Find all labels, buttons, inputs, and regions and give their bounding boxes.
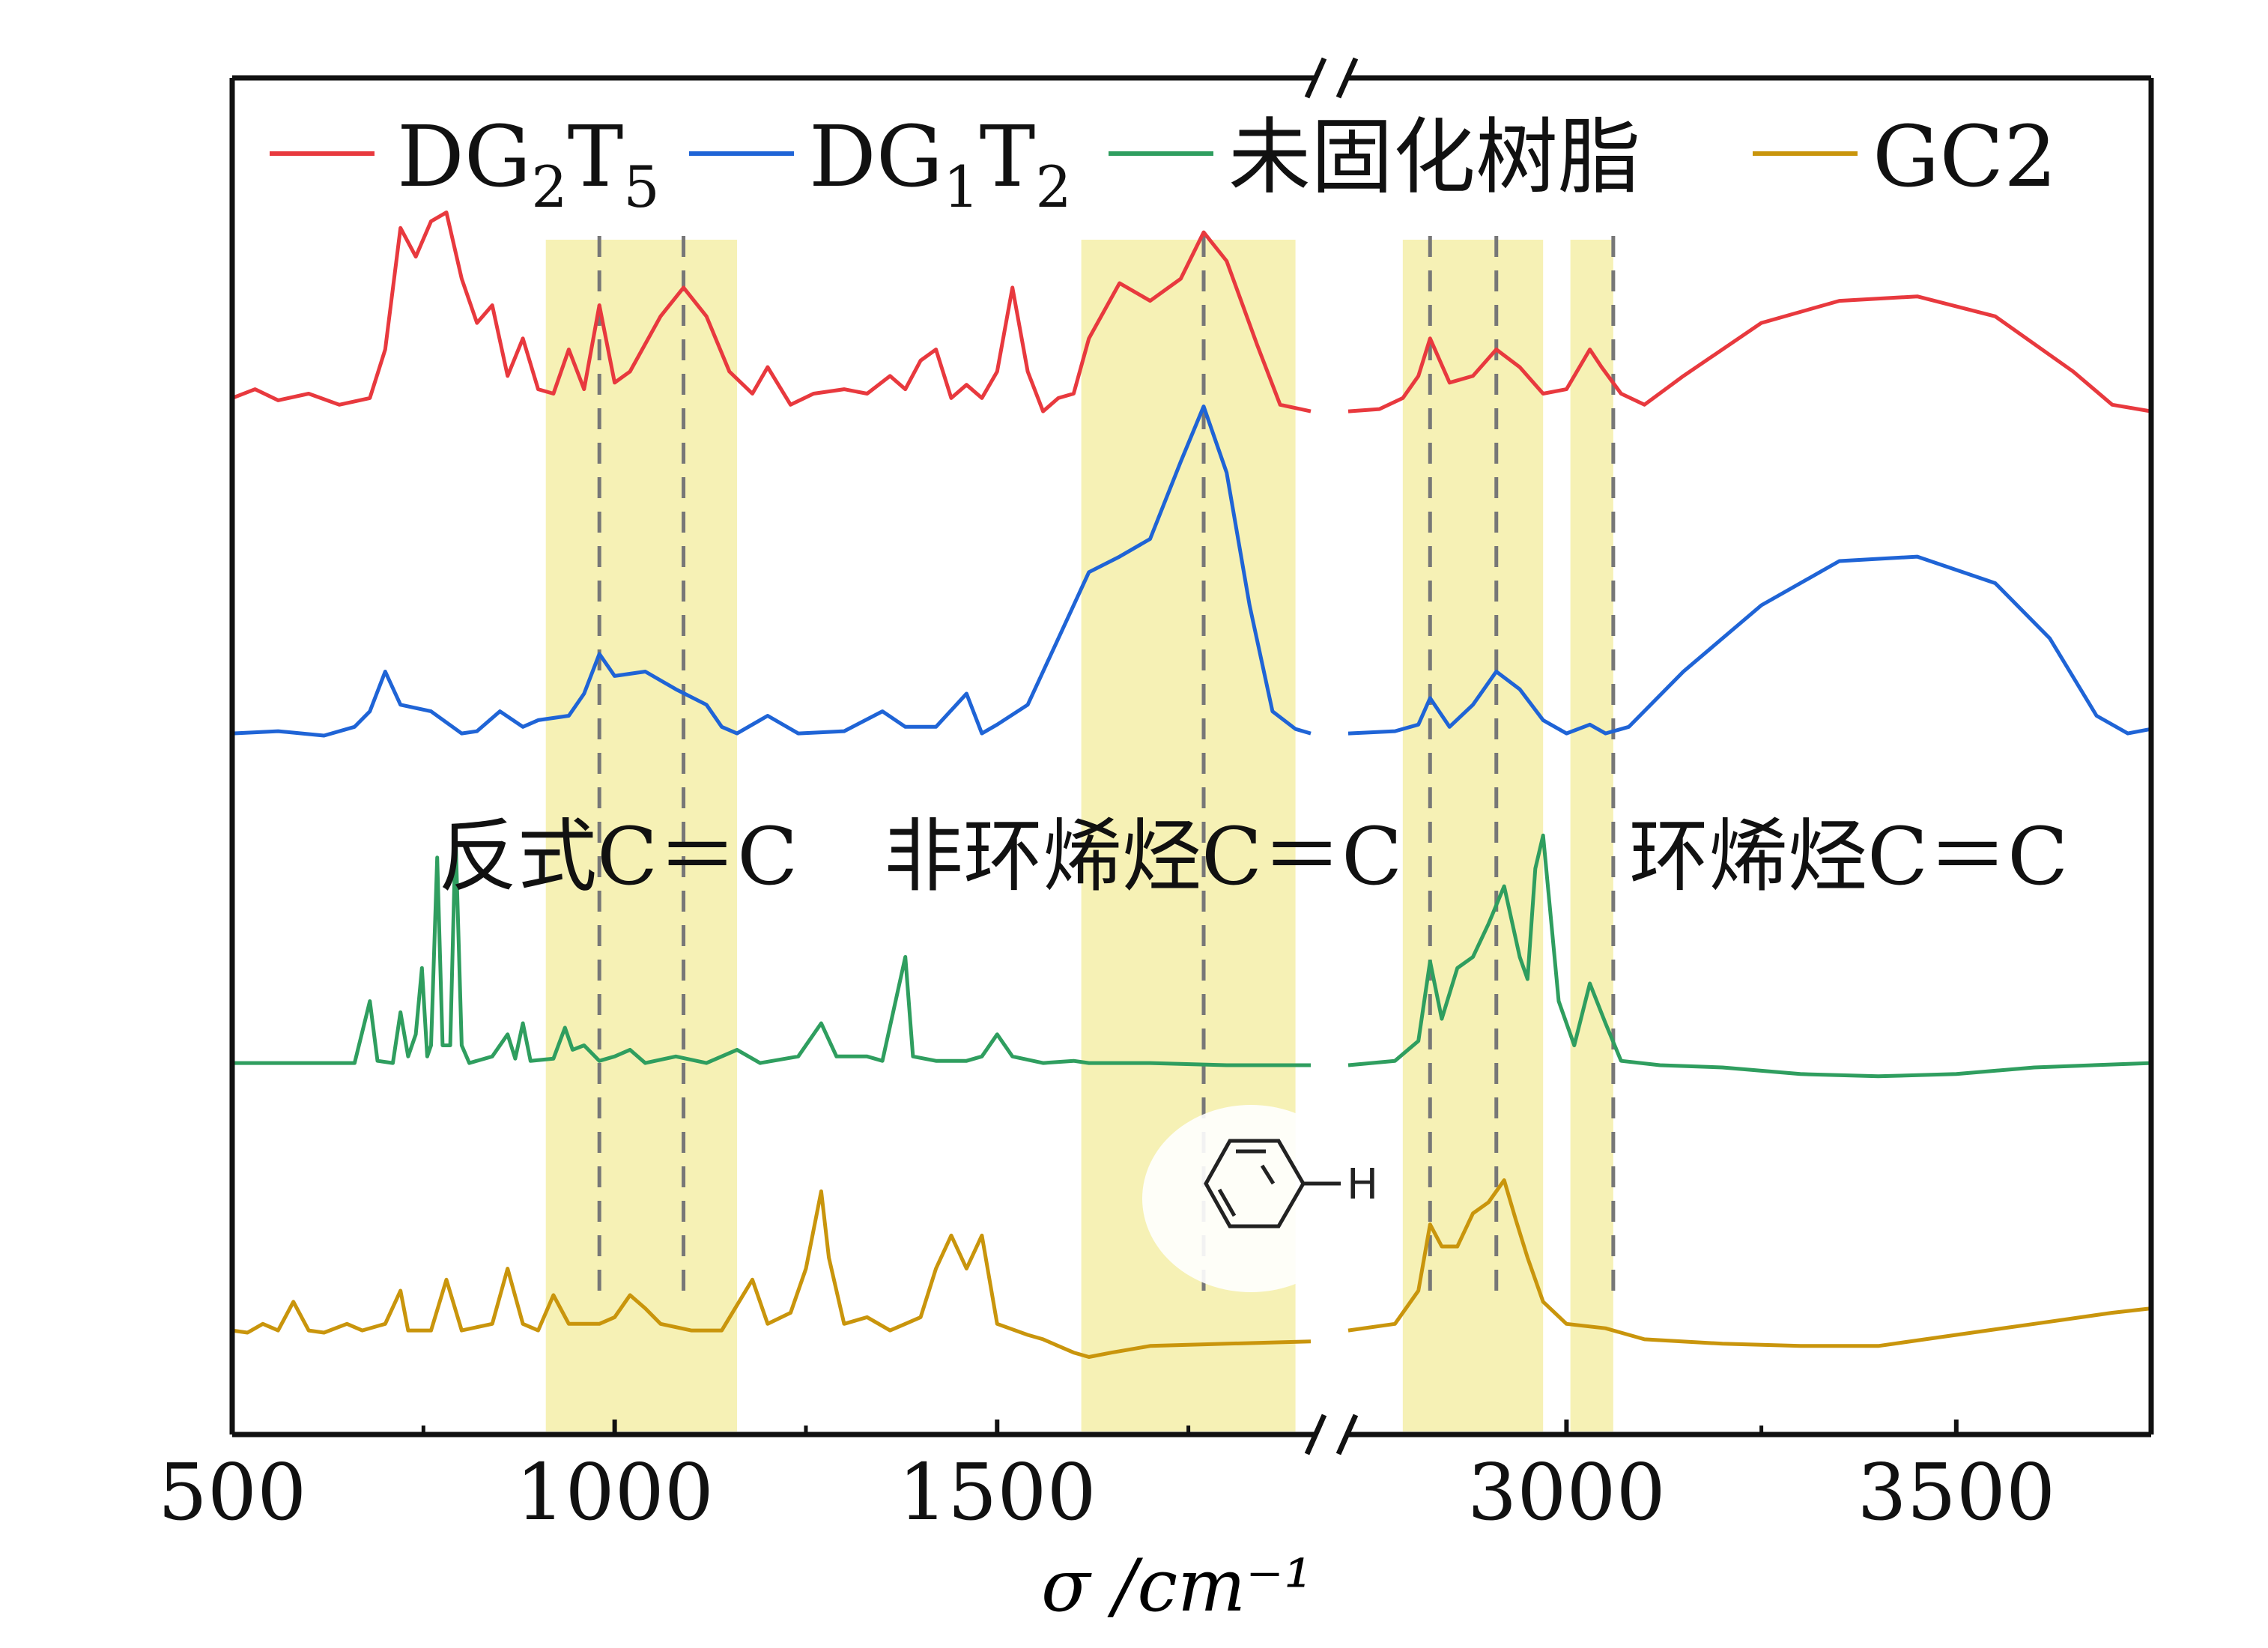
plot-frame (229, 75, 2154, 1438)
legend: DG2T5 DG1T2 未固化树脂 GC2 (270, 109, 2057, 220)
benzene-glow (1142, 1105, 1359, 1292)
legend-label-dg2t5: DG2T5 (397, 109, 660, 220)
series-line-dg1t2-seg1 (1347, 554, 2152, 736)
axis-break-bottom-1 (1304, 1414, 1327, 1455)
x-tick-label-500: 500 (158, 1446, 307, 1538)
x-axis-ticks: 500 1000 1500 3000 3500 (158, 1420, 2055, 1538)
annotation-cyclic-olefin-cc: 环烯烃C＝C (1629, 811, 2068, 903)
highlight-bands (545, 240, 1613, 1432)
axis-break-marks (1304, 57, 1359, 1455)
benzene-h-label: H (1347, 1160, 1378, 1209)
highlight-band-0 (545, 240, 738, 1432)
series-line-dg2t5-seg1 (1347, 294, 2152, 413)
axis-break-top-1 (1304, 57, 1327, 99)
dashed-guide-lines (597, 236, 1616, 1300)
legend-label-uncured-resin: 未固化树脂 (1228, 109, 1640, 205)
benzene-inner-bond-1 (1260, 1164, 1276, 1185)
annotation-trans-cc: 反式C＝C (438, 811, 798, 903)
x-tick-label-1500: 1500 (898, 1446, 1097, 1538)
x-axis-label: σ /cm⁻¹ (1041, 1544, 1312, 1628)
benzene-structure-icon (1142, 1105, 1359, 1292)
legend-label-gc2: GC2 (1873, 109, 2057, 206)
series-line-dg1t2-seg0 (231, 405, 1312, 738)
series-line-gc2-seg0 (231, 1189, 1312, 1359)
series-line-dg2t5-seg0 (231, 210, 1312, 413)
highlight-band-3 (1570, 240, 1613, 1432)
annotation-acyclic-olefin-cc: 非环烯烃C＝C (884, 811, 1402, 903)
axis-break-bottom-2 (1335, 1414, 1359, 1455)
x-tick-label-1000: 1000 (515, 1446, 714, 1538)
spectrum-series (231, 210, 2152, 1359)
x-tick-label-3500: 3500 (1857, 1446, 2055, 1538)
benzene-inner-bond-2 (1217, 1188, 1237, 1217)
benzene-ring (1204, 1139, 1306, 1229)
series-line-uncured-resin-seg1 (1347, 833, 2152, 1079)
series-line-uncured-resin-seg0 (232, 833, 1311, 1067)
axis-break-top-2 (1335, 57, 1359, 99)
legend-label-dg1t2: DG1T2 (809, 109, 1072, 220)
x-tick-label-3000: 3000 (1467, 1446, 1666, 1538)
series-line-gc2-seg1 (1347, 1178, 2152, 1348)
